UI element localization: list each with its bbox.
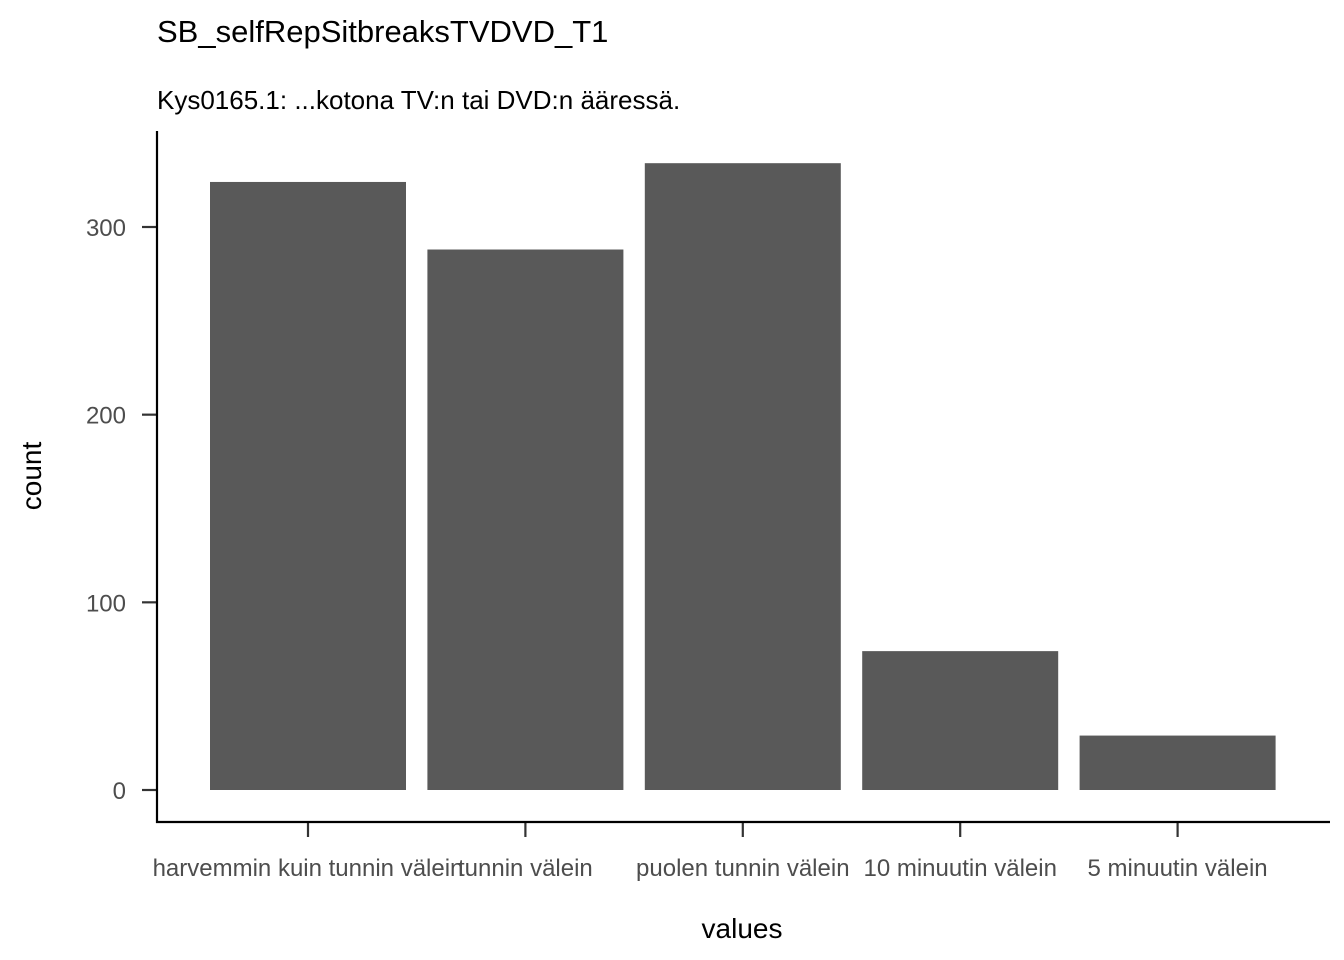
y-tick-label: 100 [86,590,126,617]
bar-5 [1079,735,1276,790]
x-tick-label: puolen tunnin välein [636,855,850,882]
bar-4 [862,651,1059,790]
x-tick-label: 10 minuutin välein [863,855,1056,882]
y-axis-ticks: 0 100 200 300 [86,215,157,805]
bar-3 [644,163,841,790]
x-tick-label: harvemmin kuin tunnin välein [153,855,464,882]
y-tick-label: 0 [113,778,126,805]
x-axis-title: values [702,913,783,944]
chart-subtitle: Kys0165.1: ...kotona TV:n tai DVD:n ääre… [157,85,680,115]
bars-group [210,163,1276,790]
y-axis-title: count [16,442,47,511]
bar-2 [427,249,624,790]
y-tick-label: 300 [86,215,126,242]
y-tick-label: 200 [86,403,126,430]
x-tick-label: 5 minuutin välein [1088,855,1268,882]
bar-1 [210,181,406,790]
chart-title: SB_selfRepSitbreaksTVDVD_T1 [157,14,608,49]
x-tick-label: tunnin välein [458,855,593,882]
